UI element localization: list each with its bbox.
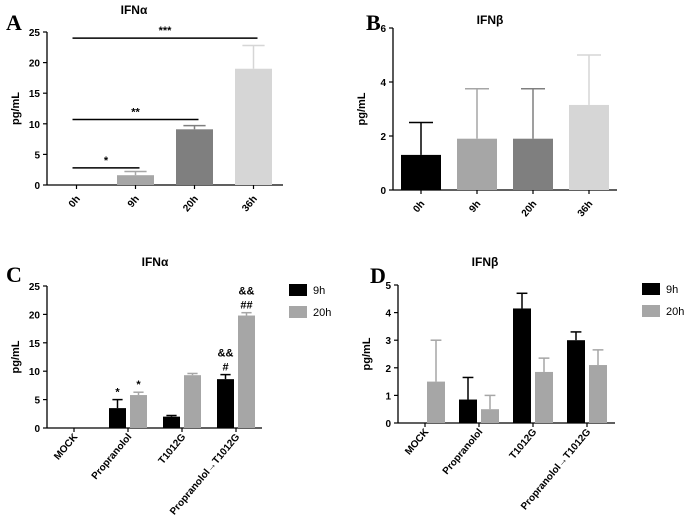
y-tick-label: 20 (29, 310, 41, 321)
bar-9h-Propranolol→T1012G (217, 379, 234, 428)
x-tick-label: MOCK (52, 431, 81, 462)
bar-20h-Propranolol→T1012G (589, 365, 607, 423)
bar-20h-MOCK (427, 381, 445, 423)
y-tick-label: 5 (34, 396, 40, 407)
bar-0h (401, 154, 441, 190)
y-axis-label: pg/mL (361, 337, 373, 370)
bar-20h-Propranolol (130, 395, 147, 428)
y-tick-label: 25 (29, 282, 41, 293)
panel-letter: C (6, 262, 22, 287)
y-tick-label: 0 (34, 424, 40, 435)
chart-title: IFNα (142, 255, 169, 269)
y-tick-label: 0 (380, 186, 386, 197)
bar-annotation: ## (240, 300, 252, 312)
bar-9h-Propranolol (109, 408, 126, 428)
y-axis-label: pg/mL (10, 340, 22, 373)
y-tick-label: 20 (29, 59, 41, 70)
bar-9h-T1012G (513, 308, 531, 423)
chart-title: IFNβ (477, 13, 504, 27)
x-tick-label: Propranolol (441, 427, 486, 477)
y-tick-label: 5 (385, 281, 391, 292)
y-tick-label: 0 (385, 419, 391, 430)
x-tick-label: 36h (240, 194, 260, 214)
x-tick-label: 20h (520, 199, 540, 219)
bar-9h (457, 138, 497, 190)
panel-c: C IFNα 0 5 10 15 20 25 pg/mL MOCK Propranolol T1012… (6, 255, 331, 517)
y-tick-label: 4 (380, 78, 386, 89)
bar-9h (117, 175, 154, 185)
bar-20h (513, 138, 553, 190)
x-tick-label: 0h (67, 194, 83, 210)
y-tick-label: 10 (29, 367, 41, 378)
panel-b: B IFNβ 0 2 4 6 pg/mL 0h 9h 20h 36h (356, 10, 617, 219)
y-tick-label: 0 (34, 181, 40, 192)
chart-title: IFNβ (472, 255, 499, 269)
bar-20h-T1012G (184, 375, 201, 428)
legend-label: 9h (313, 285, 325, 297)
bar-annotation: && (218, 348, 234, 360)
x-tick-label: T1012G (508, 427, 540, 462)
x-tick-label: T1012G (157, 432, 189, 467)
y-tick-label: 3 (385, 336, 391, 347)
bar-9h-Propranolol→T1012G (567, 340, 585, 423)
x-tick-label: 20h (181, 194, 201, 214)
bar-20h (176, 129, 213, 185)
y-tick-label: 2 (385, 364, 391, 375)
significance-label: * (104, 155, 109, 167)
bar-9h-T1012G (163, 416, 180, 428)
bar-36h (569, 104, 609, 190)
legend-label: 20h (313, 307, 331, 319)
y-tick-label: 25 (29, 28, 41, 39)
x-tick-label: 9h (467, 199, 483, 215)
legend-swatch (642, 305, 660, 317)
y-tick-label: 2 (380, 132, 386, 143)
bar-36h (235, 68, 272, 185)
y-tick-label: 6 (380, 24, 386, 35)
chart-title: IFNα (121, 3, 148, 17)
bar-annotation: * (115, 387, 120, 399)
x-tick-label: 0h (411, 199, 427, 215)
legend-swatch (642, 283, 660, 295)
panel-letter: D (370, 263, 386, 288)
x-tick-label: MOCK (403, 426, 432, 457)
y-axis-label: pg/mL (356, 92, 368, 125)
x-tick-label: 36h (576, 199, 596, 219)
significance-label: ** (131, 107, 140, 119)
y-tick-label: 15 (29, 339, 41, 350)
legend-swatch (289, 306, 307, 318)
significance-label: *** (159, 25, 173, 37)
legend-label: 9h (666, 284, 678, 296)
panel-letter: A (6, 10, 22, 35)
x-tick-label: 9h (126, 194, 142, 210)
y-tick-label: 1 (385, 391, 391, 402)
bar-annotation: && (239, 286, 255, 298)
y-tick-label: 4 (385, 309, 391, 320)
y-tick-label: 5 (34, 150, 40, 161)
x-tick-label: Propranolol (90, 432, 135, 482)
bar-20h-Propranolol→T1012G (238, 315, 255, 428)
bar-20h-T1012G (535, 371, 553, 423)
y-axis-label: pg/mL (10, 92, 22, 125)
bar-annotation: # (222, 362, 228, 374)
panel-letter: B (366, 10, 381, 35)
y-tick-label: 15 (29, 89, 41, 100)
bar-20h-Propranolol (481, 409, 499, 423)
bar-9h-Propranolol (459, 399, 477, 423)
legend-label: 20h (666, 306, 684, 318)
legend-swatch (289, 284, 307, 296)
bar-annotation: * (136, 379, 141, 391)
y-tick-label: 10 (29, 120, 41, 131)
